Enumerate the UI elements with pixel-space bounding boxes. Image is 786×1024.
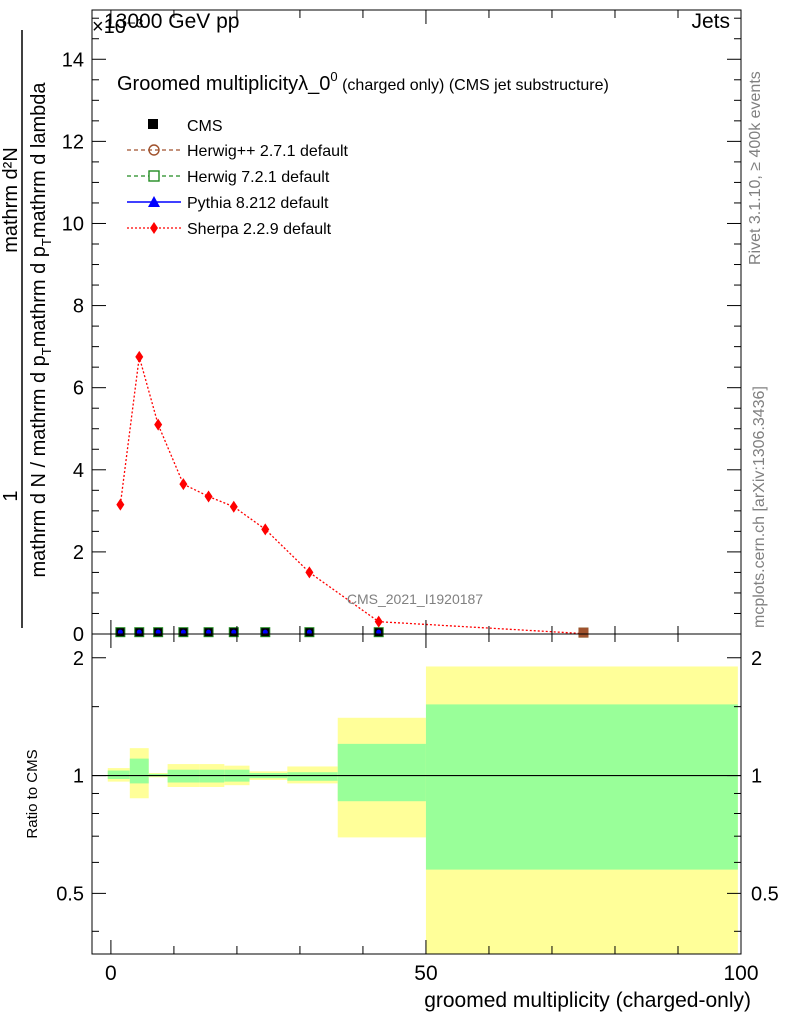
pythia-point [117, 629, 123, 635]
pythia-point [155, 629, 161, 635]
y-axis-label-numerator: 1 [0, 490, 22, 501]
ratio-tick-label-right: 0.5 [751, 883, 779, 905]
sherpa-point [154, 418, 163, 431]
y-denominator-part-1: mathrm d N / mathrm d p [28, 355, 50, 577]
pythia-point [306, 629, 312, 635]
pythia-point [231, 629, 237, 635]
chart-title: Groomed multiplicityλ_00 (charged only) … [117, 69, 609, 95]
sherpa-point [179, 478, 188, 491]
analysis-watermark: CMS_2021_I1920187 [347, 591, 483, 607]
y-denominator-sub-2: T [39, 238, 54, 246]
sherpa-line [119, 356, 584, 635]
x-tick-label: 50 [414, 962, 437, 985]
legend-marker-sherpa [150, 222, 158, 234]
legend-marker-herwigpp [148, 144, 160, 156]
y-denominator-part-3: mathrm d lambda [28, 82, 50, 238]
ratio-band-green [287, 772, 338, 781]
legend-marker-pythia [148, 196, 160, 207]
ratio-tick-label: 0.5 [56, 883, 84, 905]
chart-title-main: Groomed multiplicityλ_0 [117, 73, 330, 95]
y-tick-label: 6 [73, 378, 84, 400]
ratio-band-green [107, 770, 130, 779]
sherpa-point [374, 615, 383, 628]
y-tick-label: 14 [62, 49, 84, 71]
exponent-label: ×10⁻³ [92, 16, 143, 38]
legend-label-sherpa: Sherpa 2.2.9 default [187, 221, 332, 238]
y-denominator-part-2: mathrm d p [28, 246, 50, 347]
rivet-label: Rivet 3.1.10, ≥ 400k events [747, 71, 764, 265]
chart-title-rest: (charged only) (CMS jet substructure) [338, 77, 609, 94]
sherpa-point [204, 490, 213, 503]
ratio-band-green [425, 704, 738, 870]
chart-title-sup: 0 [330, 69, 337, 84]
legend-label-herwig7: Herwig 7.2.1 default [187, 169, 330, 186]
herwigpp-point [578, 627, 589, 638]
mcplots-label: mcplots.cern.ch [arXiv:1306.3436] [751, 386, 768, 628]
pythia-point [262, 629, 268, 635]
y-tick-label: 12 [62, 131, 84, 153]
legend-label-herwigpp: Herwig++ 2.7.1 default [187, 143, 349, 160]
legend-label-cms: CMS [187, 118, 223, 135]
jets-label: Jets [691, 10, 730, 33]
ratio-band-green [129, 758, 149, 784]
pythia-point [376, 629, 382, 635]
energy-label: 13000 GeV pp [104, 10, 239, 33]
y-tick-label: 10 [62, 213, 84, 235]
legend-label-pythia: Pythia 8.212 default [187, 195, 329, 212]
pythia-point [180, 629, 186, 635]
y-tick-label: 0 [73, 624, 84, 646]
sherpa-point [305, 566, 314, 579]
x-tick-label: 100 [723, 962, 758, 985]
ratio-frame [91, 633, 742, 955]
y-axis-label-denominator: mathrm d N / mathrm d pTmathrm d pTmathr… [28, 82, 54, 578]
ratio-tick-label-right: 2 [751, 648, 762, 670]
ratio-tick-label: 2 [73, 648, 84, 670]
y-tick-label: 4 [73, 460, 84, 482]
ratio-tick-label-right: 1 [751, 766, 762, 788]
y-axis-label-numerator-extra: mathrm d²N [0, 147, 22, 253]
x-tick-label: 0 [105, 962, 117, 985]
sherpa-point [116, 498, 125, 511]
sherpa-point [261, 523, 270, 536]
legend: CMS Herwig++ 2.7.1 default Herwig 7.2.1 … [127, 118, 349, 238]
y-axis-title: 1 mathrm d²N mathrm d N / mathrm d pTmat… [0, 30, 54, 628]
ratio-axis-label: Ratio to CMS [24, 749, 41, 838]
x-axis-label: groomed multiplicity (charged-only) [424, 989, 751, 1012]
y-tick-label: 2 [73, 542, 84, 564]
pythia-point [206, 629, 212, 635]
y-denominator-sub-1: T [39, 347, 54, 355]
main-frame [91, 9, 742, 635]
sherpa-point [135, 350, 144, 363]
y-tick-label: 8 [73, 296, 84, 318]
ratio-tick-label: 1 [73, 766, 84, 788]
sherpa-point [229, 500, 238, 513]
ratio-panel: 0.5 0.5 1 1 2 2 Ratio to CMS [24, 633, 779, 955]
legend-marker-herwig7 [148, 170, 160, 182]
ratio-band-green [337, 743, 426, 802]
legend-marker-cms [148, 119, 158, 129]
pythia-point [136, 629, 142, 635]
